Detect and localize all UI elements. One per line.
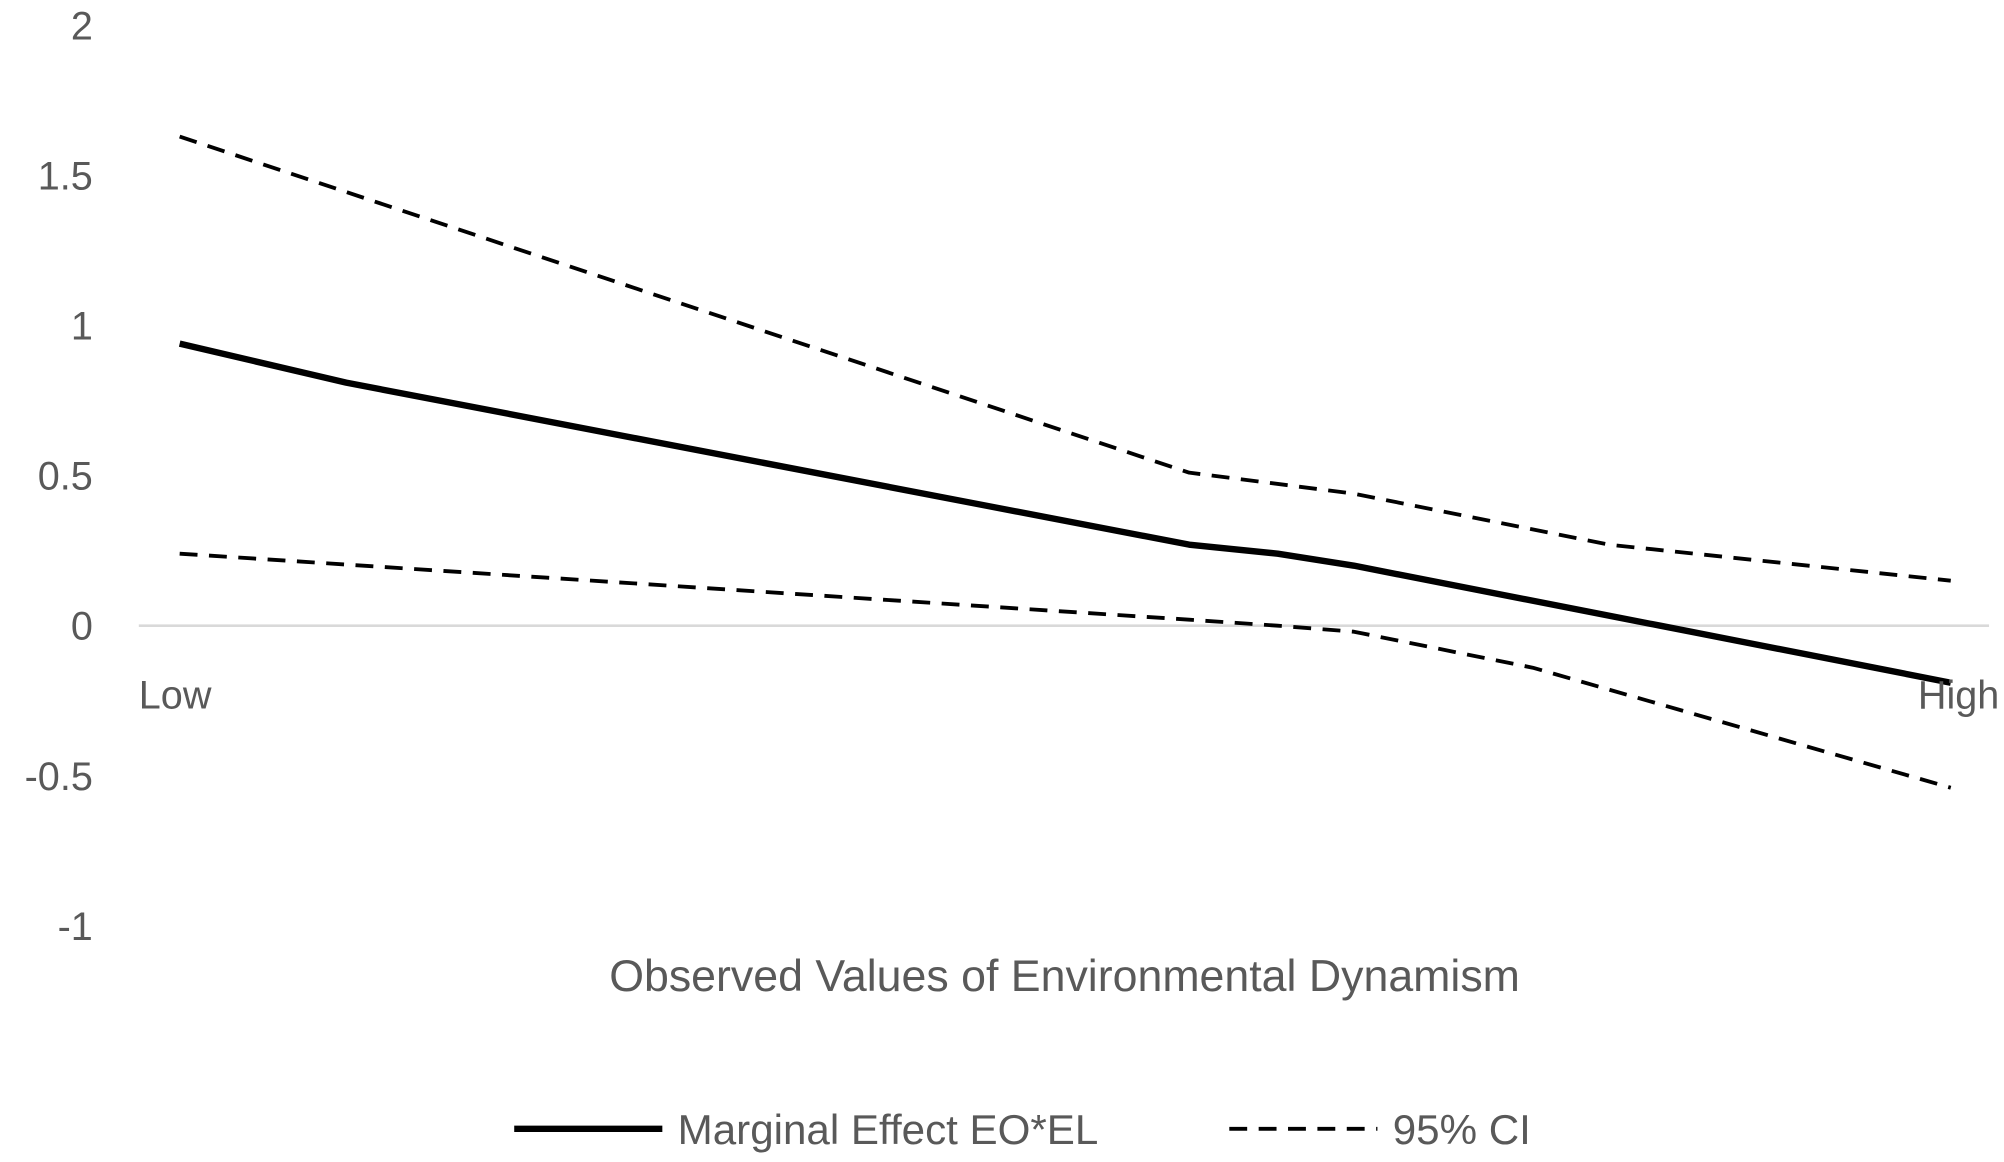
y-tick-label: -0.5: [25, 755, 93, 799]
y-axis-ticks: 2 1.5 1 0.5 0 -0.5 -1: [25, 5, 93, 949]
legend: Marginal Effect EO*EL 95% CI: [514, 1106, 1531, 1153]
marginal-effect-line: [178, 340, 1952, 686]
series-lines: [178, 134, 1952, 790]
x-tick-high: High: [1918, 674, 1999, 718]
y-tick-label: 1.5: [38, 155, 93, 199]
x-axis-title: Observed Values of Environmental Dynamis…: [609, 952, 1520, 1001]
y-tick-label: 0.5: [38, 455, 93, 499]
legend-label-ci: 95% CI: [1393, 1106, 1531, 1153]
legend-label-marginal-effect: Marginal Effect EO*EL: [678, 1106, 1099, 1153]
y-tick-label: 2: [71, 5, 93, 49]
y-tick-label: 1: [71, 305, 93, 349]
y-tick-label: -1: [58, 905, 93, 949]
x-tick-low: Low: [139, 674, 212, 718]
ci-upper-line: [179, 134, 1951, 583]
y-tick-label: 0: [71, 605, 93, 649]
ci-lower-line: [179, 551, 1952, 790]
